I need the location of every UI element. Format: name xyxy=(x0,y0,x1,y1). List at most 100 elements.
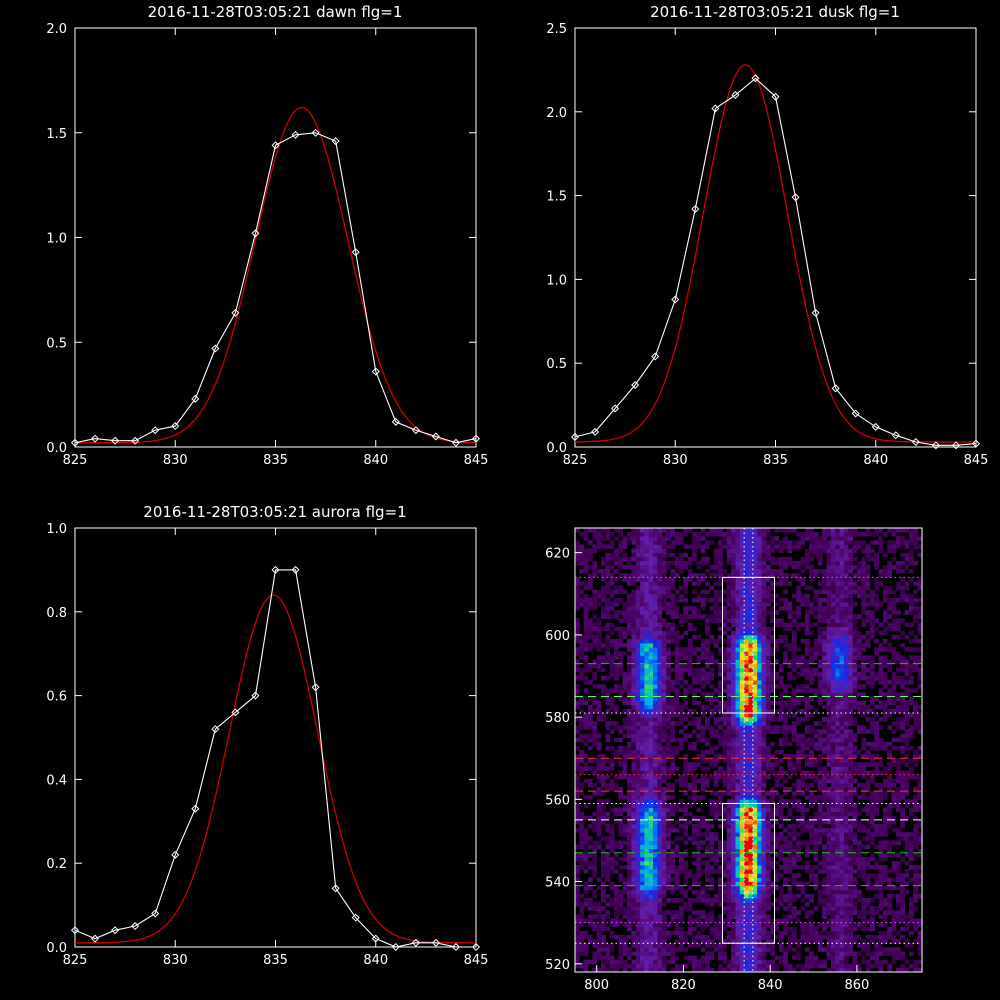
heatmap-cell xyxy=(596,634,602,640)
heatmap-cell xyxy=(592,848,598,854)
heatmap-cell xyxy=(787,877,793,882)
heatmap-cell xyxy=(778,680,784,685)
heatmap-cell xyxy=(674,910,680,915)
heatmap-cell xyxy=(791,762,797,767)
heatmap-cell xyxy=(774,528,780,533)
heatmap-cell xyxy=(757,725,762,730)
heatmap-cell xyxy=(627,680,632,685)
heatmap-cell xyxy=(744,589,749,595)
heatmap-cell xyxy=(687,869,693,874)
heatmap-cell xyxy=(796,696,801,702)
heatmap-cell xyxy=(765,544,771,549)
heatmap-cell xyxy=(718,565,723,570)
heatmap-cell xyxy=(739,885,745,891)
heatmap-cell xyxy=(796,803,801,808)
heatmap-cell xyxy=(826,881,832,887)
heatmap-cell xyxy=(770,856,775,862)
heatmap-cell xyxy=(596,593,602,599)
heatmap-cell xyxy=(748,926,754,932)
heatmap-cell xyxy=(700,782,706,788)
heatmap-cell xyxy=(674,721,680,726)
heatmap-cell xyxy=(601,556,606,562)
heatmap-cell xyxy=(700,967,706,973)
heatmap-cell xyxy=(631,704,637,710)
heatmap-cell xyxy=(653,873,658,878)
heatmap-cell xyxy=(791,910,797,915)
heatmap-cell xyxy=(761,840,767,845)
heatmap-cell xyxy=(830,659,836,665)
heatmap-cell xyxy=(635,815,641,821)
heatmap-cell xyxy=(761,828,767,833)
heatmap-cell xyxy=(809,556,814,562)
heatmap-cell xyxy=(778,939,784,944)
heatmap-cell xyxy=(644,622,650,628)
heatmap-cell xyxy=(761,565,767,570)
heatmap-cell xyxy=(748,877,754,882)
heatmap-cell xyxy=(640,791,645,796)
heatmap-cell xyxy=(731,659,736,665)
heatmap-cell xyxy=(752,647,758,652)
heatmap-cell xyxy=(653,634,658,640)
heatmap-cell xyxy=(631,828,637,833)
heatmap-cell xyxy=(791,856,797,862)
heatmap-cell xyxy=(800,865,806,870)
heatmap-cell xyxy=(670,651,676,656)
heatmap-cell xyxy=(761,902,767,907)
heatmap-cell xyxy=(731,536,736,541)
heatmap-cell xyxy=(713,528,719,533)
heatmap-cell xyxy=(583,741,589,747)
heatmap-cell xyxy=(627,573,632,578)
heatmap-cell xyxy=(592,659,598,665)
heatmap-cell xyxy=(640,963,645,969)
heatmap-cell xyxy=(735,889,741,895)
heatmap-cell xyxy=(588,918,593,924)
heatmap-cell xyxy=(653,889,658,895)
heatmap-cell xyxy=(744,622,749,628)
heatmap-cell xyxy=(648,754,654,759)
heatmap-cell xyxy=(783,844,788,850)
heatmap-cell xyxy=(787,766,793,771)
heatmap-cell xyxy=(670,614,676,619)
heatmap-cell xyxy=(822,696,827,702)
heatmap-cell xyxy=(670,869,676,874)
heatmap-cell xyxy=(791,939,797,944)
heatmap-cell xyxy=(588,815,593,821)
heatmap-cell xyxy=(783,828,788,833)
heatmap-cell xyxy=(744,663,749,669)
heatmap-cell xyxy=(735,939,741,944)
heatmap-cell xyxy=(618,951,624,956)
heatmap-cell xyxy=(813,593,819,599)
heatmap-cell xyxy=(761,848,767,854)
heatmap-cell xyxy=(627,951,632,956)
heatmap-cell xyxy=(722,758,728,763)
heatmap-cell xyxy=(670,758,676,763)
heatmap-cell xyxy=(614,560,619,566)
dawn-data-point xyxy=(331,137,340,146)
heatmap-cell xyxy=(631,577,637,582)
heatmap-cell xyxy=(804,861,810,866)
heatmap-cell xyxy=(718,967,723,973)
heatmap-cell xyxy=(588,634,593,640)
heatmap-cell xyxy=(726,581,732,586)
heatmap-cell xyxy=(739,778,745,784)
heatmap-cell xyxy=(817,721,823,726)
heatmap-cell xyxy=(796,565,801,570)
heatmap-cell xyxy=(631,634,637,640)
heatmap-cell xyxy=(618,898,624,903)
heatmap-cell xyxy=(618,844,624,850)
heatmap-cell xyxy=(679,655,684,660)
heatmap-cell xyxy=(601,774,606,780)
heatmap-cell xyxy=(596,910,602,915)
heatmap-cell xyxy=(830,577,836,582)
heatmap-cell xyxy=(670,848,676,854)
heatmap-cell xyxy=(718,893,723,899)
heatmap-cell xyxy=(735,659,741,665)
heatmap-cell xyxy=(679,667,684,673)
heatmap-cell xyxy=(722,791,728,796)
heatmap-cell xyxy=(718,684,723,689)
heatmap-cell xyxy=(791,926,797,932)
heatmap-cell xyxy=(791,799,797,804)
heatmap-cell xyxy=(631,819,637,825)
heatmap-cell xyxy=(796,544,801,549)
heatmap-cell xyxy=(700,556,706,562)
